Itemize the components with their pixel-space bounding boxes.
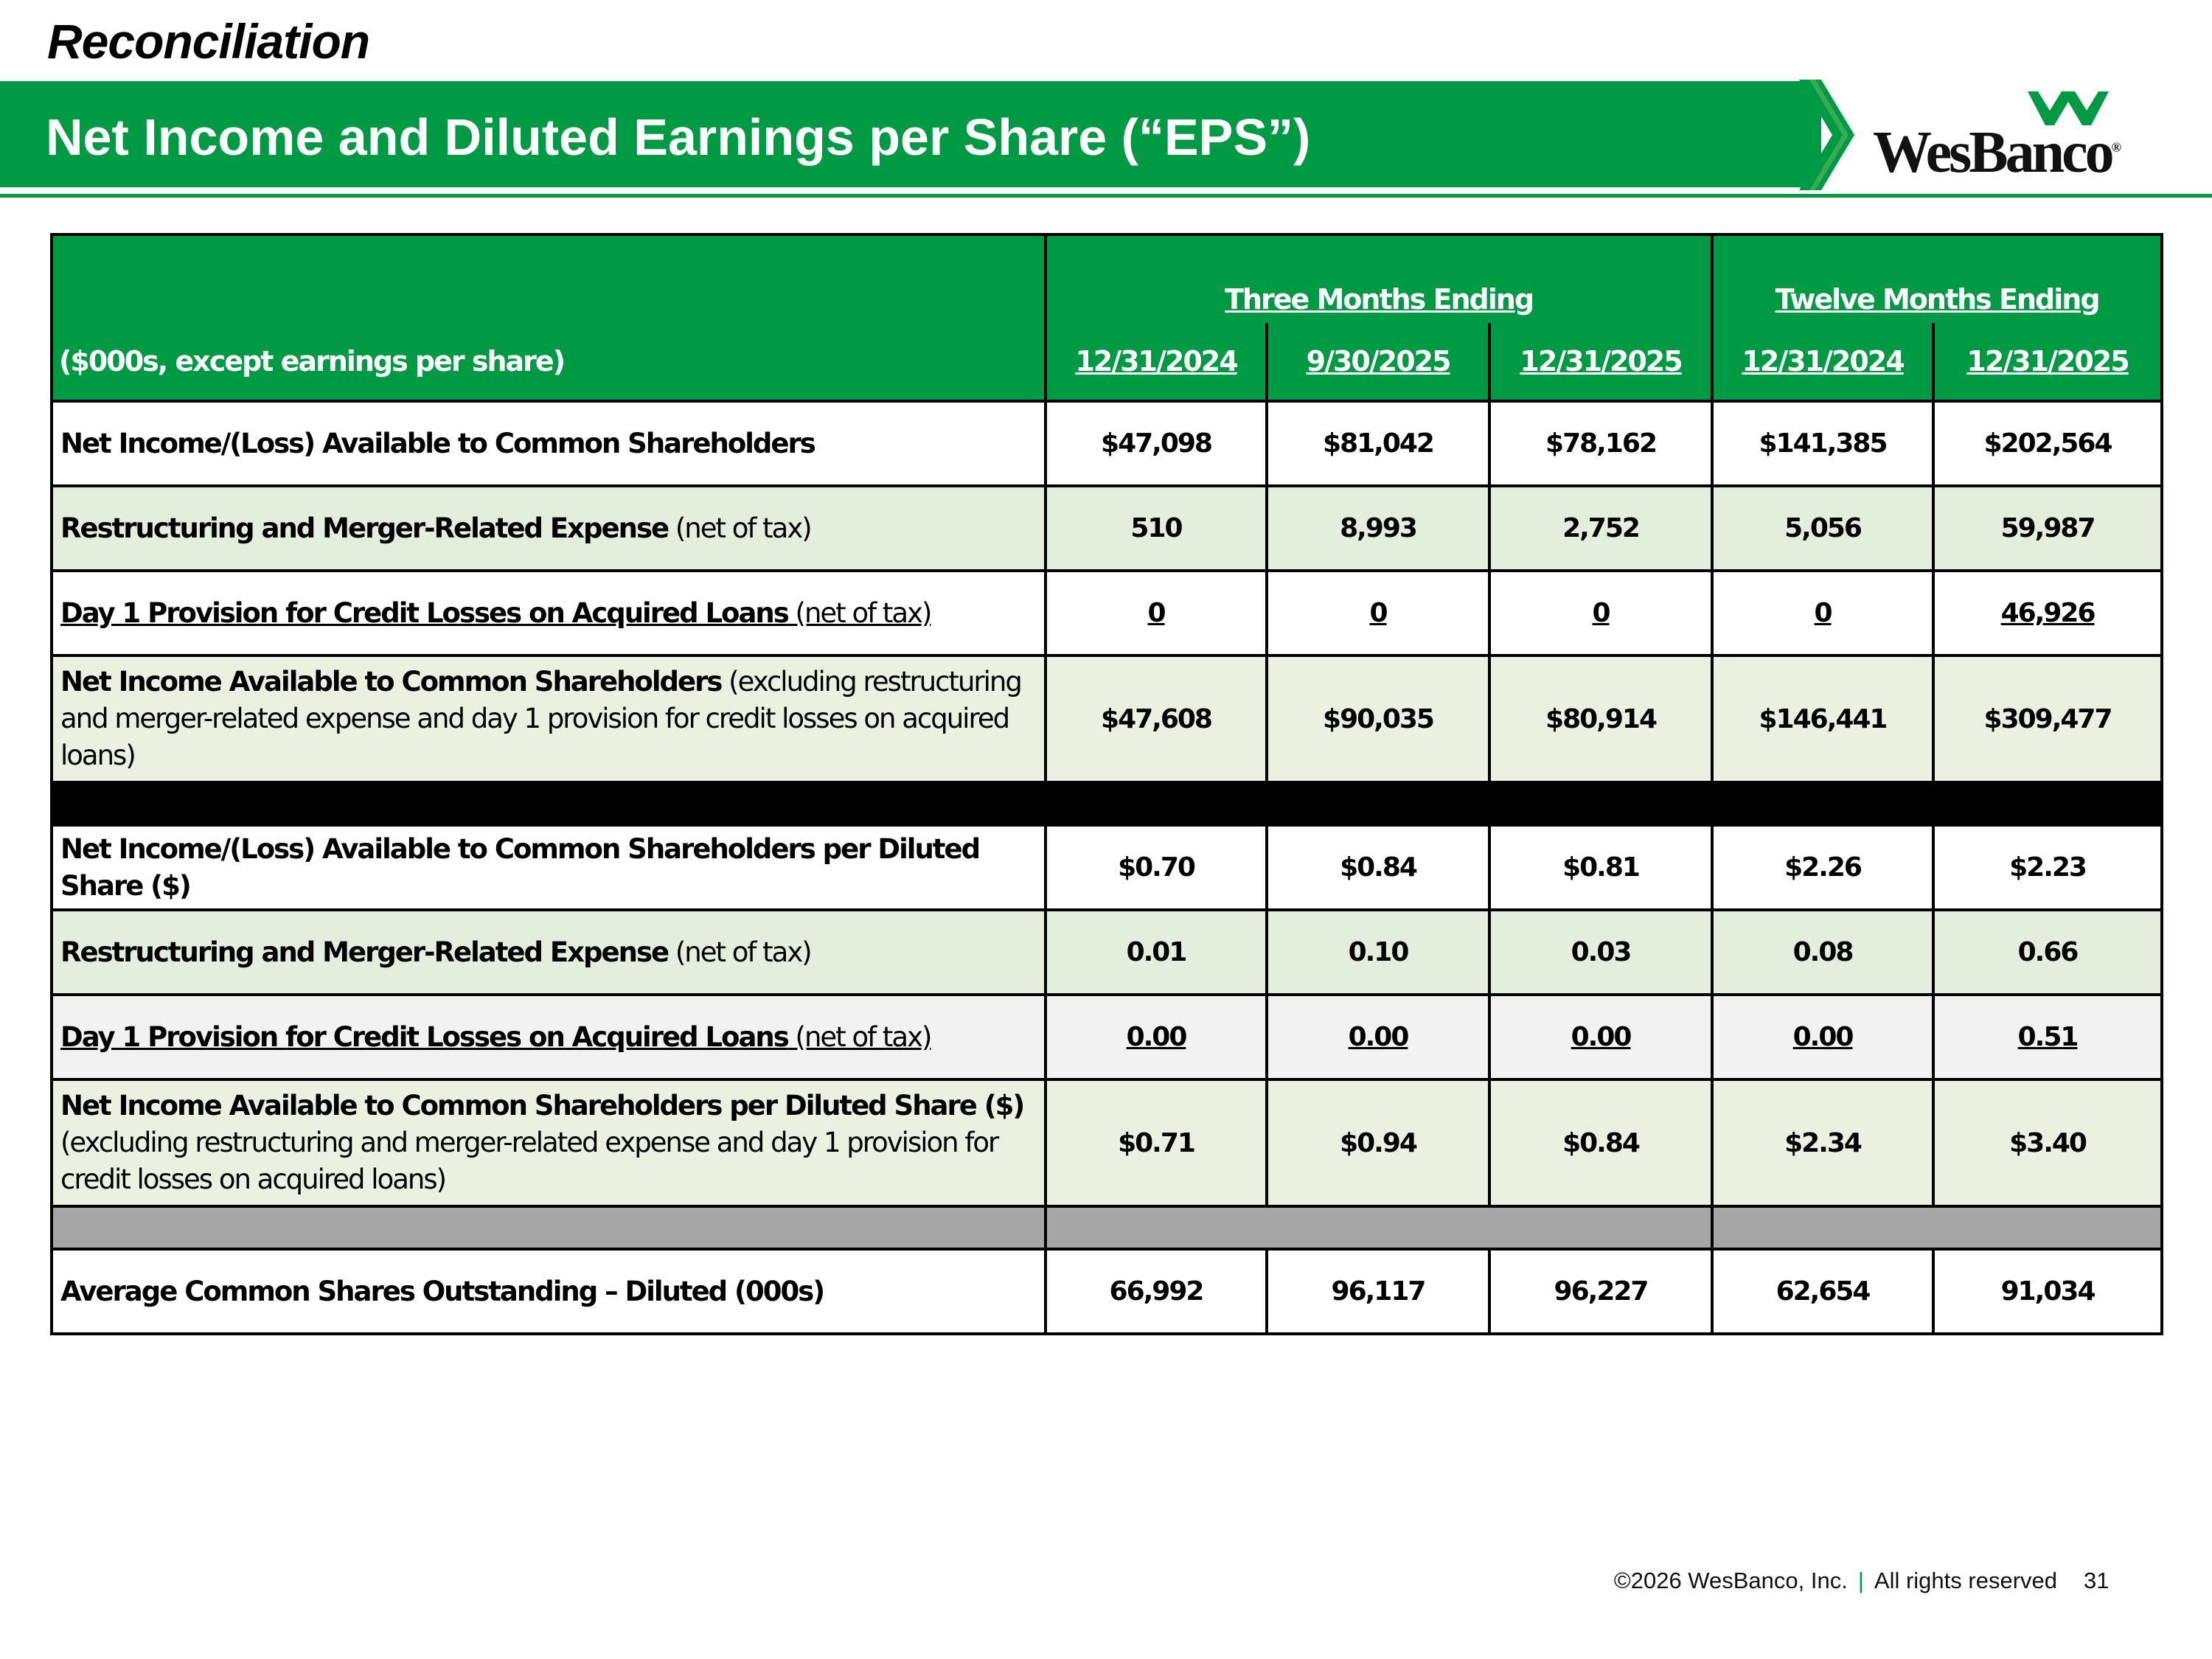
table-cell: 0.51 <box>1932 993 2164 1081</box>
separator-row <box>49 781 2164 827</box>
logo-wordmark: WesBanco® <box>1873 120 2121 185</box>
table-cell: $0.70 <box>1044 824 1268 911</box>
table-cell: $309,477 <box>1932 654 2164 784</box>
table-row: Average Common Shares Outstanding – Dilu… <box>50 1248 2164 1335</box>
black-separator <box>49 781 2164 827</box>
table-cell: $90,035 <box>1265 654 1491 784</box>
table-cell: 62,654 <box>1711 1248 1935 1335</box>
column-header: 12/31/2025 <box>1487 323 1714 403</box>
header-blank-cell <box>50 233 1047 323</box>
row-label: Restructuring and Merger-Related Expense… <box>50 484 1047 572</box>
header-rule <box>0 194 2212 198</box>
table-cell: 96,227 <box>1487 1248 1714 1335</box>
table-cell: $0.84 <box>1487 1078 1714 1208</box>
table-cell: 96,117 <box>1265 1248 1491 1335</box>
table-cell: $47,098 <box>1044 400 1268 487</box>
table-cell: 0.08 <box>1711 908 1935 996</box>
footer: ©2026 WesBanco, Inc. | All rights reserved <box>1614 1568 2057 1594</box>
table-cell: 0 <box>1487 569 1714 657</box>
table-cell: 0.10 <box>1265 908 1491 996</box>
table-cell: $2.26 <box>1711 824 1935 911</box>
table-cell: $0.71 <box>1044 1078 1268 1208</box>
table-cell: $146,441 <box>1711 654 1935 784</box>
table-row: Day 1 Provision for Credit Losses on Acq… <box>50 569 2164 657</box>
table-cell: 0.00 <box>1711 993 1935 1081</box>
column-header: 9/30/2025 <box>1265 323 1491 403</box>
table-row: Restructuring and Merger-Related Expense… <box>50 908 2164 996</box>
table-cell: 0 <box>1044 569 1268 657</box>
grey-separator <box>50 1205 1047 1251</box>
table-cell: 510 <box>1044 484 1268 572</box>
title-banner: Net Income and Diluted Earnings per Shar… <box>0 81 1821 187</box>
reconciliation-table: Three Months Ending Twelve Months Ending… <box>49 233 2164 1335</box>
table-cell: 0.66 <box>1932 908 2164 996</box>
table-row: Day 1 Provision for Credit Losses on Acq… <box>50 993 2164 1081</box>
table-cell: $0.81 <box>1487 824 1714 911</box>
table-row: Net Income Available to Common Sharehold… <box>50 654 2164 784</box>
table-cell: 46,926 <box>1932 569 2164 657</box>
table-cell: $2.23 <box>1932 824 2164 911</box>
table-cell: 0 <box>1265 569 1491 657</box>
table-cell: 0.03 <box>1487 908 1714 996</box>
table-cell: $3.40 <box>1932 1078 2164 1208</box>
table-cell: 0.01 <box>1044 908 1268 996</box>
wesbanco-logo: WesBanco® <box>1873 88 2138 185</box>
table-cell: $0.84 <box>1265 824 1491 911</box>
units-label: ($000s, except earnings per share) <box>50 323 1047 403</box>
row-label: Net Income Available to Common Sharehold… <box>50 1078 1047 1208</box>
row-label: Net Income/(Loss) Available to Common Sh… <box>50 400 1047 487</box>
table-cell: 2,752 <box>1487 484 1714 572</box>
table-cell: $81,042 <box>1265 400 1491 487</box>
three-months-header: Three Months Ending <box>1043 233 1714 323</box>
table-cell: $202,564 <box>1932 400 2164 487</box>
table-cell: 0 <box>1711 569 1935 657</box>
table-cell: $141,385 <box>1711 400 1935 487</box>
table-row: Net Income/(Loss) Available to Common Sh… <box>50 400 2164 487</box>
table-row: Restructuring and Merger-Related Expense… <box>50 484 2164 572</box>
row-label: Net Income Available to Common Sharehold… <box>50 654 1047 784</box>
table-cell: $47,608 <box>1044 654 1268 784</box>
grey-separator <box>1711 1205 2164 1251</box>
table-cell: 0.00 <box>1487 993 1714 1081</box>
footer-separator: | <box>1857 1568 1864 1593</box>
row-label: Average Common Shares Outstanding – Dilu… <box>50 1248 1047 1335</box>
column-header: 12/31/2024 <box>1711 323 1935 403</box>
row-label: Net Income/(Loss) Available to Common Sh… <box>50 824 1047 911</box>
logo-w-mark-icon <box>2028 91 2109 125</box>
page-number: 31 <box>2084 1568 2110 1593</box>
column-header: 12/31/2025 <box>1932 323 2164 403</box>
table-cell: 59,987 <box>1932 484 2164 572</box>
twelve-months-header: Twelve Months Ending <box>1711 233 2164 323</box>
table-row: Net Income Available to Common Sharehold… <box>50 1078 2164 1208</box>
row-label: Day 1 Provision for Credit Losses on Acq… <box>50 569 1047 657</box>
table-cell: 0.00 <box>1265 993 1491 1081</box>
separator-row <box>50 1205 2164 1251</box>
table-cell: $2.34 <box>1711 1078 1935 1208</box>
grey-separator <box>1043 1205 1714 1251</box>
row-label: Restructuring and Merger-Related Expense… <box>50 908 1047 996</box>
table-row: Net Income/(Loss) Available to Common Sh… <box>50 824 2164 911</box>
table-cell: 91,034 <box>1932 1248 2164 1335</box>
table-cell: 66,992 <box>1044 1248 1268 1335</box>
table-cell: $80,914 <box>1487 654 1714 784</box>
section-title: Reconciliation <box>47 14 370 69</box>
banner-chevron-icon <box>1799 80 1854 190</box>
column-header: 12/31/2024 <box>1044 323 1268 403</box>
table-cell: 8,993 <box>1265 484 1491 572</box>
row-label: Day 1 Provision for Credit Losses on Acq… <box>50 993 1047 1081</box>
table-cell: $78,162 <box>1487 400 1714 487</box>
table-cell: 5,056 <box>1711 484 1935 572</box>
footer-rights: All rights reserved <box>1874 1568 2057 1593</box>
footer-copyright: ©2026 WesBanco, Inc. <box>1613 1568 1848 1593</box>
page-title: Net Income and Diluted Earnings per Shar… <box>46 108 1311 166</box>
table-cell: 0.00 <box>1044 993 1268 1081</box>
table-cell: $0.94 <box>1265 1078 1491 1208</box>
